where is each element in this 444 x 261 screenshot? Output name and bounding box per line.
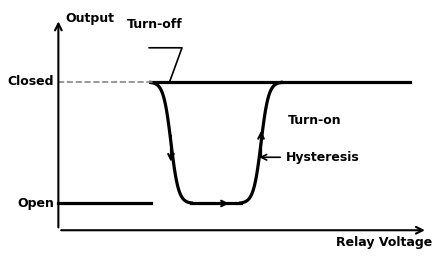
Text: Open: Open xyxy=(17,197,54,210)
Text: Closed: Closed xyxy=(8,75,54,88)
Text: Output: Output xyxy=(65,12,114,25)
Text: Turn-on: Turn-on xyxy=(288,114,342,127)
Text: Relay Voltage: Relay Voltage xyxy=(336,236,432,249)
Text: Hysteresis: Hysteresis xyxy=(261,151,360,164)
Text: Turn-off: Turn-off xyxy=(127,18,183,31)
